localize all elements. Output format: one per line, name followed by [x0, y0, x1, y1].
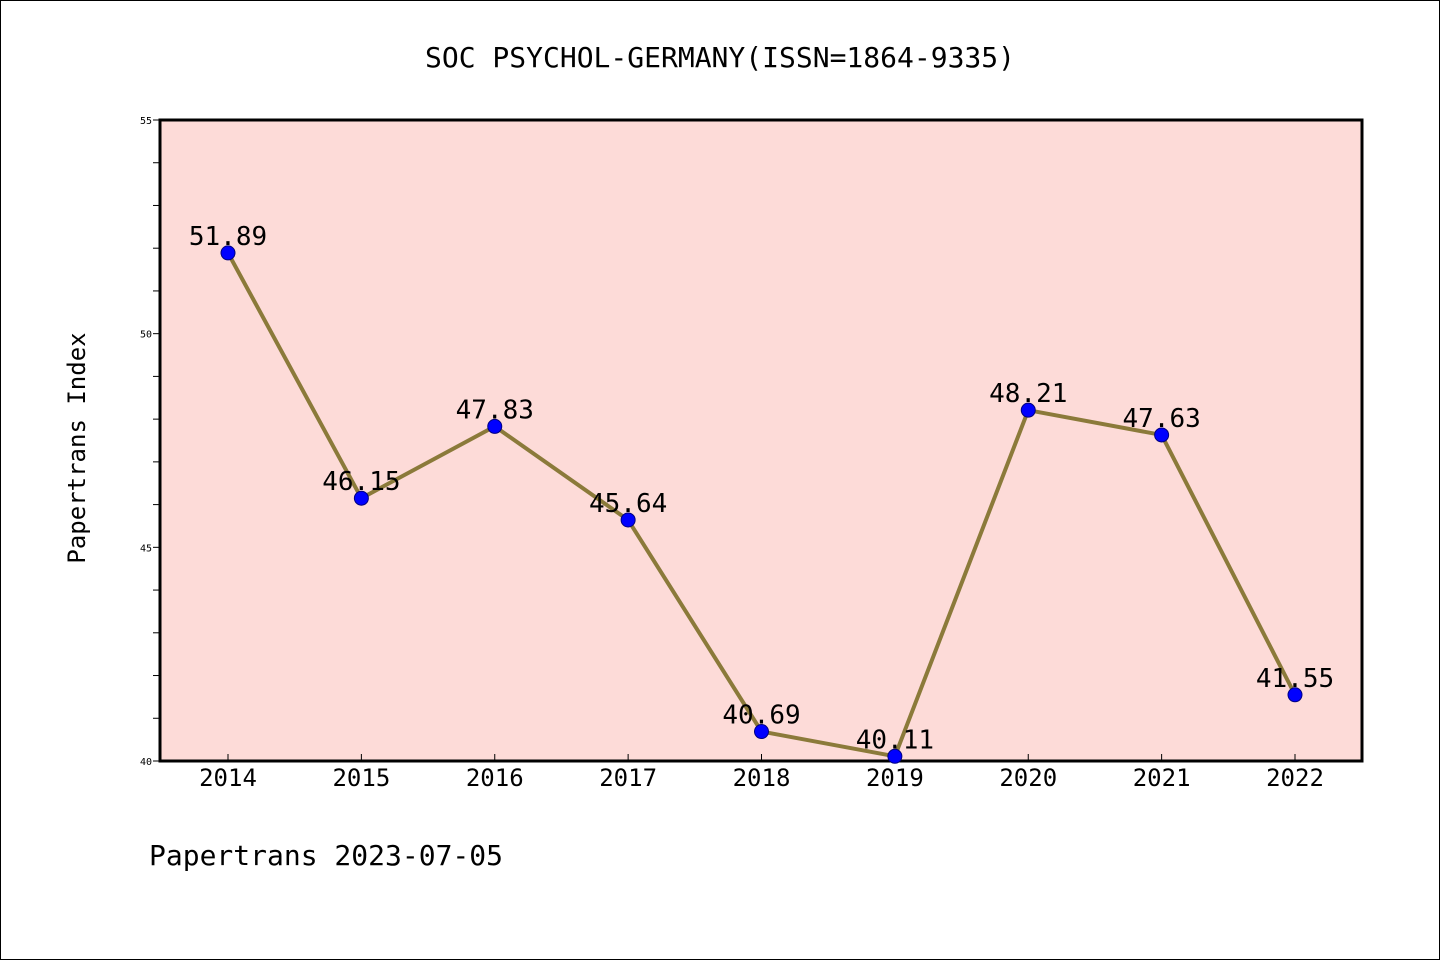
data-series: 51.89 46.15 47.83 45.64 40.69 40.11 48.21 47.63… [189, 222, 1334, 764]
data-label: 41.55 [1256, 664, 1334, 694]
data-label: 40.11 [856, 725, 934, 755]
data-point [220, 245, 236, 261]
data-point [1020, 402, 1036, 418]
y-tick-label: 45 [140, 543, 152, 554]
data-label: 51.89 [189, 222, 267, 252]
footer-date: Papertrans 2023-07-05 [149, 839, 503, 872]
data-label: 45.64 [589, 489, 667, 519]
data-label: 47.83 [456, 395, 534, 425]
x-tick-label: 2022 [1266, 764, 1324, 792]
y-axis-label: Papertrans Index [63, 332, 91, 563]
y-axis: 40 45 50 55 [140, 116, 160, 768]
data-point [1287, 687, 1303, 703]
x-tick-label: 2014 [199, 764, 257, 792]
y-tick-label: 50 [140, 330, 152, 341]
data-point [353, 490, 369, 506]
x-tick-label: 2015 [332, 764, 390, 792]
x-tick-label: 2019 [866, 764, 924, 792]
y-tick-label: 55 [140, 116, 152, 127]
plot-area [158, 118, 1364, 763]
x-tick-label: 2017 [599, 764, 657, 792]
data-label: 46.15 [322, 467, 400, 497]
x-tick-label: 2020 [999, 764, 1057, 792]
data-point [487, 418, 503, 434]
data-point [887, 748, 903, 764]
chart-title: SOC PSYCHOL-GERMANY(ISSN=1864-9335) [425, 41, 1015, 74]
y-tick-label: 40 [140, 757, 152, 768]
data-point [1154, 427, 1170, 443]
data-point [620, 512, 636, 528]
data-label: 47.63 [1122, 404, 1200, 434]
data-label: 48.21 [989, 379, 1067, 409]
data-point [754, 724, 769, 740]
x-tick-label: 2018 [733, 764, 791, 792]
x-axis: 2014 2015 2016 2017 2018 2019 2020 2021 2022 [199, 754, 1324, 792]
x-tick-label: 2021 [1133, 764, 1191, 792]
data-label: 40.69 [722, 701, 800, 731]
x-tick-label: 2016 [466, 764, 524, 792]
